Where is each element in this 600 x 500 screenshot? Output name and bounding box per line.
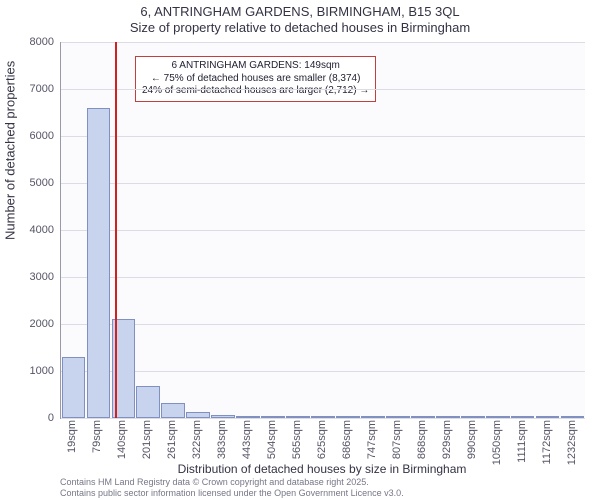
x-tick-label: 747sqm [366, 420, 378, 459]
histogram-bar [62, 357, 86, 418]
histogram-bar [236, 416, 260, 418]
x-tick-label: 504sqm [266, 420, 278, 459]
histogram-bar [136, 386, 160, 418]
histogram-bar [161, 403, 185, 418]
chart-title-line2: Size of property relative to detached ho… [0, 20, 600, 35]
x-tick-label: 807sqm [391, 420, 403, 459]
y-tick-label: 8000 [4, 36, 54, 48]
annotation-line-1: 6 ANTRINGHAM GARDENS: 149sqm [142, 60, 369, 73]
x-tick-label: 929sqm [441, 420, 453, 459]
y-tick-label: 5000 [4, 177, 54, 189]
y-tick-label: 7000 [4, 83, 54, 95]
x-axis-label: Distribution of detached houses by size … [60, 462, 584, 476]
histogram-bar [311, 416, 335, 418]
y-tick-label: 3000 [4, 271, 54, 283]
x-tick-label: 990sqm [466, 420, 478, 459]
histogram-bar [361, 416, 385, 418]
histogram-bar [336, 416, 360, 418]
x-tick-label: 322sqm [191, 420, 203, 459]
x-tick-label: 1232sqm [566, 420, 578, 465]
x-tick-label: 868sqm [416, 420, 428, 459]
x-tick-label: 1172sqm [541, 420, 553, 464]
histogram-bar [461, 416, 485, 418]
histogram-bar [536, 416, 560, 418]
histogram-bar [486, 416, 510, 418]
x-tick-label: 383sqm [216, 420, 228, 459]
histogram-bar [211, 415, 235, 418]
grid-line [61, 89, 585, 90]
y-tick-label: 4000 [4, 224, 54, 236]
footer-line-1: Contains HM Land Registry data © Crown c… [60, 477, 404, 487]
histogram-bar [386, 416, 410, 418]
y-tick-label: 2000 [4, 318, 54, 330]
histogram-bar [436, 416, 460, 418]
y-tick-label: 1000 [4, 365, 54, 377]
x-tick-label: 140sqm [116, 420, 128, 459]
annotation-line-2: ← 75% of detached houses are smaller (8,… [142, 73, 369, 86]
grid-line [61, 277, 585, 278]
x-tick-label: 443sqm [241, 420, 253, 459]
histogram-bar [87, 108, 111, 418]
x-tick-label: 79sqm [91, 420, 103, 453]
grid-line [61, 183, 585, 184]
grid-line [61, 136, 585, 137]
plot-area: 6 ANTRINGHAM GARDENS: 149sqm ← 75% of de… [60, 42, 585, 419]
y-tick-label: 6000 [4, 130, 54, 142]
histogram-bar [286, 416, 310, 418]
annotation-line-3: 24% of semi-detached houses are larger (… [142, 85, 369, 98]
grid-line [61, 371, 585, 372]
footer-attribution: Contains HM Land Registry data © Crown c… [60, 477, 404, 498]
x-tick-label: 1111sqm [516, 420, 528, 463]
annotation-box: 6 ANTRINGHAM GARDENS: 149sqm ← 75% of de… [135, 56, 376, 102]
reference-line [115, 42, 117, 418]
x-tick-label: 19sqm [66, 420, 78, 453]
histogram-bar [561, 416, 585, 418]
y-tick-label: 0 [4, 412, 54, 424]
histogram-bar [411, 416, 435, 418]
histogram-bar [186, 412, 210, 418]
histogram-bar [511, 416, 535, 418]
grid-line [61, 324, 585, 325]
histogram-bar [261, 416, 285, 418]
x-tick-label: 686sqm [341, 420, 353, 459]
chart-title-line1: 6, ANTRINGHAM GARDENS, BIRMINGHAM, B15 3… [0, 4, 600, 19]
x-tick-label: 565sqm [291, 420, 303, 459]
footer-line-2: Contains public sector information licen… [60, 488, 404, 498]
x-tick-label: 1050sqm [491, 420, 503, 465]
x-tick-label: 625sqm [316, 420, 328, 459]
grid-line [61, 42, 585, 43]
x-tick-label: 201sqm [141, 420, 153, 459]
x-tick-label: 261sqm [166, 420, 178, 459]
grid-line [61, 418, 585, 419]
grid-line [61, 230, 585, 231]
